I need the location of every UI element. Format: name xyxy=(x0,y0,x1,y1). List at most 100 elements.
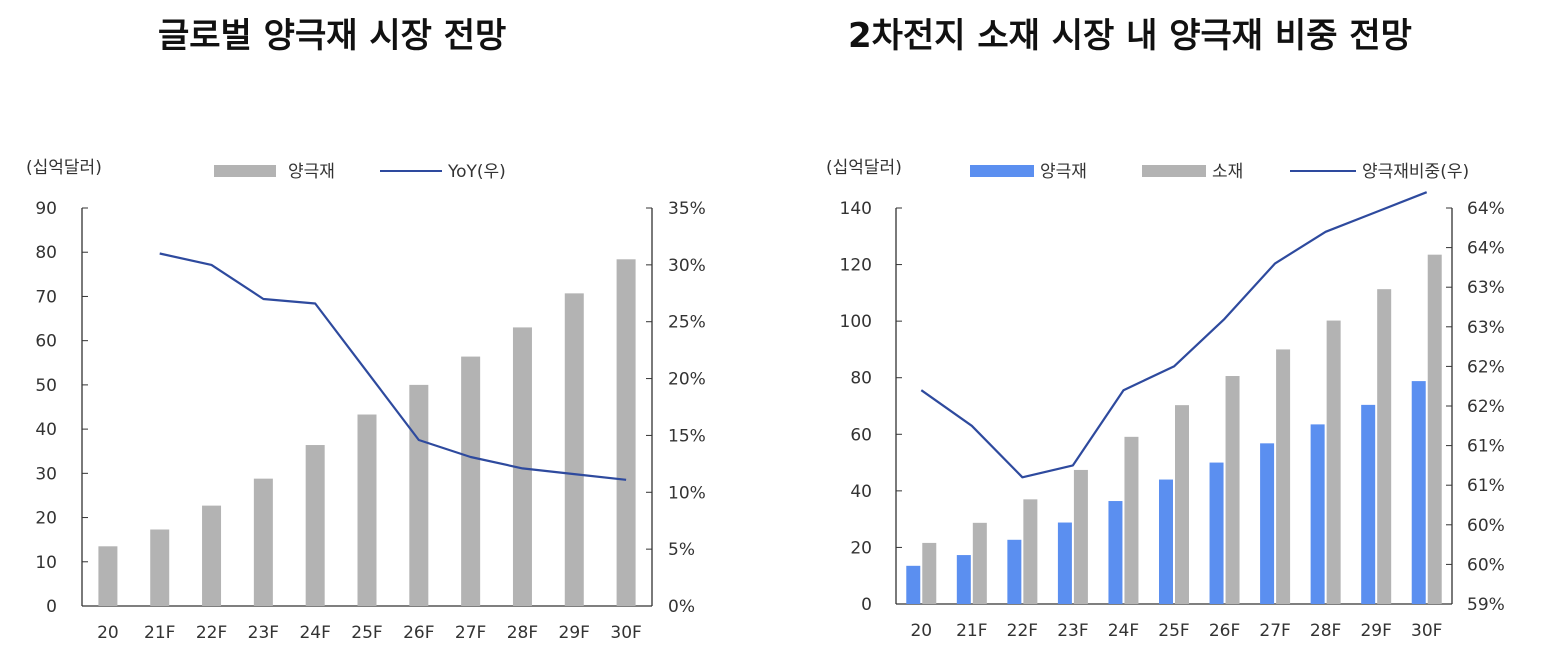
y-left-tick-label: 20 xyxy=(850,538,872,558)
legend-label: 양극재 xyxy=(1040,162,1087,182)
unit-label: (십억달러) xyxy=(826,158,902,178)
y-right-tick-label: 15% xyxy=(668,426,706,446)
x-tick-label: 20 xyxy=(910,621,932,641)
bar-primary xyxy=(1108,501,1123,604)
y-left-tick-label: 0 xyxy=(861,595,872,615)
legend-swatch xyxy=(214,165,276,177)
x-tick-label: 21F xyxy=(144,623,175,643)
y-right-tick-label: 62% xyxy=(1467,357,1505,377)
bar-secondary xyxy=(1225,376,1240,604)
bar-secondary xyxy=(1124,436,1139,604)
bar-primary xyxy=(357,414,377,606)
y-right-tick-label: 10% xyxy=(668,483,706,503)
y-right-tick-label: 25% xyxy=(668,313,706,333)
bar-primary xyxy=(906,565,921,604)
x-tick-label: 30F xyxy=(1411,621,1442,641)
y-right-tick-label: 60% xyxy=(1467,555,1505,575)
y-left-tick-label: 90 xyxy=(35,199,57,219)
bar-primary xyxy=(564,293,584,606)
y-right-tick-label: 64% xyxy=(1467,199,1505,219)
series-line xyxy=(920,191,1428,479)
y-left-tick-label: 40 xyxy=(850,482,872,502)
bar-primary xyxy=(616,259,636,606)
x-tick-label: 24F xyxy=(1108,621,1139,641)
bar-secondary xyxy=(1276,349,1291,604)
x-tick-label: 25F xyxy=(1158,621,1189,641)
legend-swatch xyxy=(970,165,1034,177)
x-tick-label: 28F xyxy=(1310,621,1341,641)
x-tick-label: 21F xyxy=(956,621,987,641)
x-tick-label: 29F xyxy=(559,623,590,643)
x-tick-label: 26F xyxy=(403,623,434,643)
y-left-tick-label: 120 xyxy=(840,256,872,276)
series-line xyxy=(159,252,627,481)
x-tick-label: 22F xyxy=(196,623,227,643)
bar-secondary xyxy=(1377,289,1392,604)
y-left-tick-label: 0 xyxy=(46,597,57,617)
bar-primary xyxy=(1310,424,1325,604)
y-left-tick-label: 50 xyxy=(35,376,57,396)
x-tick-label: 23F xyxy=(1057,621,1088,641)
legend-swatch xyxy=(1142,165,1206,177)
bar-primary xyxy=(1209,462,1224,604)
bar-secondary xyxy=(972,522,987,604)
y-right-tick-label: 0% xyxy=(668,597,695,617)
bar-primary xyxy=(461,356,481,606)
bar-primary xyxy=(956,555,971,604)
bar-primary xyxy=(1159,479,1173,604)
x-tick-label: 25F xyxy=(351,623,382,643)
legend-label: 양극재 xyxy=(288,162,335,182)
x-tick-label: 26F xyxy=(1209,621,1240,641)
y-right-tick-label: 5% xyxy=(668,540,695,560)
x-tick-label: 30F xyxy=(610,623,641,643)
y-left-tick-label: 80 xyxy=(850,369,872,389)
y-right-tick-label: 63% xyxy=(1467,278,1505,298)
y-left-tick-label: 60 xyxy=(35,332,57,352)
bar-primary xyxy=(150,529,170,606)
bar-primary xyxy=(1057,522,1072,604)
bar-primary xyxy=(1007,539,1022,604)
bar-primary xyxy=(409,384,429,606)
x-tick-label: 27F xyxy=(1259,621,1290,641)
y-right-tick-label: 62% xyxy=(1467,397,1505,417)
bar-secondary xyxy=(1073,469,1088,604)
y-right-tick-label: 61% xyxy=(1467,476,1505,496)
y-right-tick-label: 61% xyxy=(1467,437,1505,457)
y-right-tick-label: 35% xyxy=(668,199,706,219)
legend-label: 양극재비중(우) xyxy=(1362,162,1469,182)
y-right-tick-label: 60% xyxy=(1467,516,1505,536)
legend-label: YoY(우) xyxy=(447,162,506,182)
x-tick-label: 22F xyxy=(1007,621,1038,641)
y-right-tick-label: 30% xyxy=(668,256,706,276)
x-tick-label: 27F xyxy=(455,623,486,643)
x-tick-label: 24F xyxy=(299,623,330,643)
y-left-tick-label: 60 xyxy=(850,425,872,445)
bar-primary xyxy=(512,327,532,606)
x-tick-label: 20 xyxy=(97,623,119,643)
legend-label: 소재 xyxy=(1212,162,1243,182)
x-tick-label: 28F xyxy=(507,623,538,643)
bar-primary xyxy=(305,445,325,606)
bar-primary xyxy=(202,505,222,606)
y-left-tick-label: 100 xyxy=(840,312,872,332)
bar-secondary xyxy=(1427,254,1442,604)
y-left-tick-label: 70 xyxy=(35,287,57,307)
x-tick-label: 29F xyxy=(1360,621,1391,641)
x-tick-label: 23F xyxy=(248,623,279,643)
y-left-tick-label: 80 xyxy=(35,243,57,263)
y-right-tick-label: 64% xyxy=(1467,239,1505,259)
bar-primary xyxy=(1411,381,1426,604)
y-right-tick-label: 20% xyxy=(668,370,706,390)
y-left-tick-label: 140 xyxy=(840,199,872,219)
chart-title-right: 2차전지 소재 시장 내 양극재 비중 전망 xyxy=(848,16,1412,56)
bar-secondary xyxy=(1326,320,1341,604)
y-left-tick-label: 20 xyxy=(35,509,57,529)
y-left-tick-label: 40 xyxy=(35,420,57,440)
bar-primary xyxy=(98,546,118,606)
y-left-tick-label: 10 xyxy=(35,553,57,573)
y-right-tick-label: 59% xyxy=(1467,595,1505,615)
bar-secondary xyxy=(1023,499,1038,604)
bar-primary xyxy=(253,478,273,606)
bar-primary xyxy=(1361,404,1376,604)
